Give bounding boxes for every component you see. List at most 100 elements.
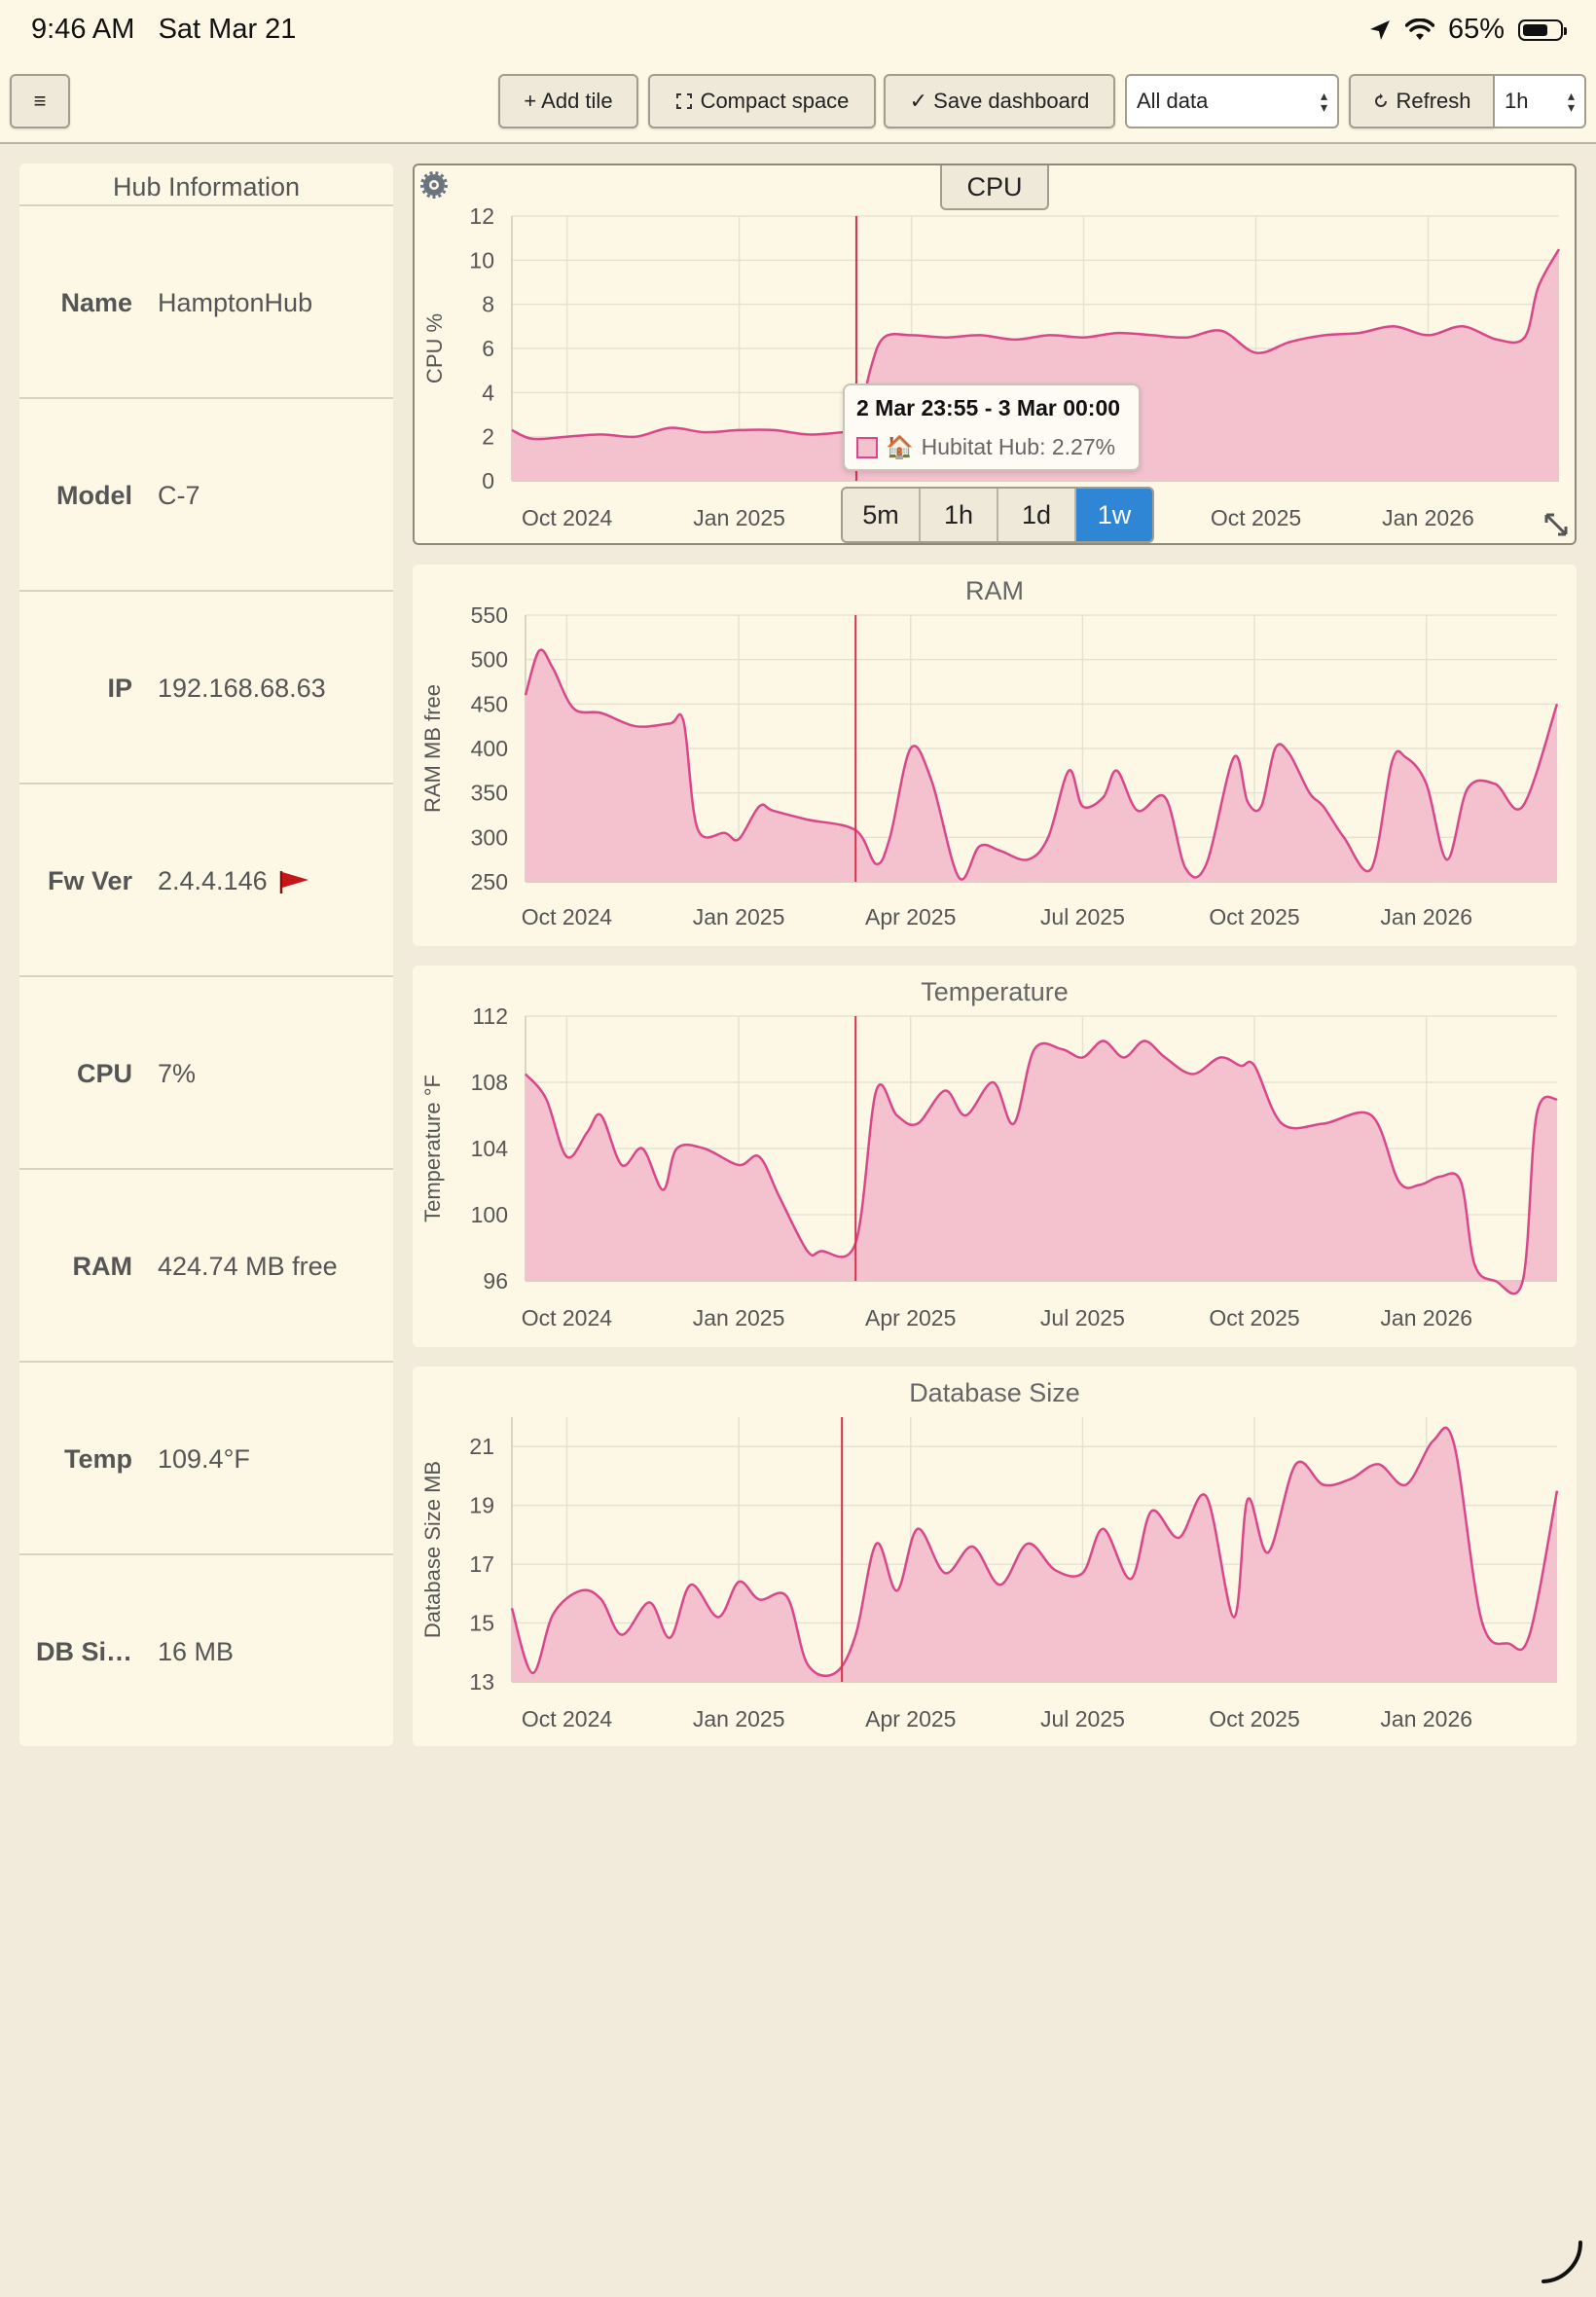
menu-button[interactable]: ≡ [10, 74, 70, 128]
x-tick-label: Jul 2025 [1040, 904, 1125, 930]
resize-handle-icon[interactable] [1543, 512, 1569, 537]
data-filter-select[interactable]: All data ▴ ▾ [1125, 74, 1339, 128]
y-tick-label: 10 [469, 247, 494, 273]
series-line[interactable] [511, 248, 1561, 441]
refresh-button[interactable]: Refresh [1349, 74, 1495, 128]
x-tick-label: Jan 2026 [1380, 904, 1472, 930]
loading-spinner-icon [1542, 2241, 1583, 2283]
range-button-1h[interactable]: 1h [921, 489, 998, 541]
x-tick-label: Oct 2024 [522, 904, 613, 930]
series-line[interactable] [510, 1426, 1559, 1677]
hub-row-value: HamptonHub [158, 288, 312, 318]
hub-row-key: CPU [76, 1059, 132, 1088]
hub-row-value: 16 MB [158, 1637, 234, 1667]
series-area [512, 249, 1559, 481]
cpu-title: CPU [966, 171, 1023, 201]
ram-chart-tile[interactable]: RAM 250 300 350 400 450 500 550 Oct 2024 Jan 202… [413, 565, 1577, 946]
y-tick-label: 4 [482, 380, 494, 405]
database-size-title: Database Size [909, 1378, 1080, 1407]
x-tick-label: Oct 2024 [522, 1305, 613, 1331]
range-label: 1w [1097, 499, 1132, 529]
hub-row-value-text: HamptonHub [158, 288, 313, 317]
toolbar: ≡ + Add tile Compact space ✓ Save dashbo… [0, 64, 1596, 144]
range-button-5m[interactable]: 5m [843, 489, 921, 541]
y-axis-label: Temperature °F [420, 1075, 445, 1222]
database-size-chart[interactable]: 13 15 17 19 21 Oct 2024 Jan 2025 Apr 2025 Jul 20… [413, 1367, 1577, 1746]
series-line[interactable] [525, 1039, 1558, 1295]
hub-row-value: 2.4.4.146 [158, 866, 310, 896]
range-label: 1d [1021, 499, 1052, 529]
tooltip-body: 🏠 Hubitat Hub: 2.27% [856, 434, 1115, 460]
y-tick-label: 100 [471, 1202, 508, 1227]
series-line[interactable] [524, 648, 1559, 881]
hub-row-key: Model [56, 481, 132, 510]
hub-row-key: DB Si… [35, 1637, 132, 1666]
hub-row-value-text: 7% [158, 1059, 197, 1088]
x-tick-label: Jan 2025 [693, 505, 785, 530]
y-tick-label: 350 [471, 781, 508, 806]
gear-icon[interactable] [420, 171, 448, 199]
compact-space-button[interactable]: Compact space [648, 74, 876, 128]
hub-row-key: Temp [63, 1444, 132, 1474]
temperature-chart-tile[interactable]: Temperature 96 100 104 108 112 Oct 2024 Jan 20… [413, 966, 1577, 1347]
hub-row-ram: RAM 424.74 MB free [19, 1170, 393, 1363]
add-tile-button[interactable]: + Add tile [498, 74, 638, 128]
hub-row-value: 7% [158, 1059, 196, 1089]
x-tick-label: Jul 2025 [1040, 1706, 1125, 1732]
battery-percent: 65% [1447, 14, 1505, 45]
range-button-1w[interactable]: 1w [1076, 489, 1152, 541]
save-dashboard-label: ✓ Save dashboard [909, 89, 1090, 113]
hub-row-value: C-7 [158, 481, 200, 511]
database-size-chart-tile[interactable]: Database Size 13 15 17 19 21 Oct 2024 Jan 2025… [413, 1367, 1577, 1746]
x-tick-label: Apr 2025 [865, 1706, 956, 1732]
hub-row-value: 192.168.68.63 [158, 674, 326, 704]
hub-row-key: Name [60, 288, 132, 317]
cpu-chart[interactable]: 0 2 4 6 8 10 12 Oct 2024 Jan 2025 Oct 2025 Jan 202… [415, 165, 1578, 547]
x-tick-label: Jan 2025 [693, 1706, 785, 1732]
cpu-chart-tile[interactable]: CPU 0 2 4 6 8 10 12 Oct 2024 Jan 2025 Oct 2025 Jan… [413, 164, 1577, 545]
y-tick-label: 250 [471, 869, 508, 894]
select-arrows-icon: ▴ ▾ [1320, 88, 1327, 115]
x-tick-label: Jan 2025 [693, 1305, 785, 1331]
refresh-label: Refresh [1396, 89, 1471, 113]
y-tick-label: 104 [471, 1136, 509, 1161]
range-selector: 5m 1h 1d 1w [841, 487, 1154, 543]
save-dashboard-button[interactable]: ✓ Save dashboard [884, 74, 1115, 128]
hub-row-value: 109.4°F [158, 1444, 250, 1475]
hub-row-value-text: 192.168.68.63 [158, 674, 326, 703]
hub-row-ip: IP 192.168.68.63 [19, 592, 393, 784]
y-tick-label: 6 [482, 336, 494, 361]
ram-chart[interactable]: 250 300 350 400 450 500 550 Oct 2024 Jan 2025 Apr… [413, 565, 1577, 946]
x-tick-label: Jan 2026 [1380, 1706, 1472, 1732]
battery-icon [1518, 18, 1567, 41]
location-icon [1369, 19, 1390, 40]
refresh-interval-select[interactable]: 1h ▴ ▾ [1493, 74, 1586, 128]
hub-row-value-text: 16 MB [158, 1637, 235, 1666]
range-button-1d[interactable]: 1d [998, 489, 1076, 541]
x-tick-label: Oct 2025 [1209, 904, 1299, 930]
wifi-icon [1404, 18, 1434, 40]
x-tick-label: Oct 2025 [1209, 1305, 1299, 1331]
y-tick-label: 450 [471, 691, 508, 716]
add-tile-label: + Add tile [524, 89, 613, 113]
hub-row-db-size: DB Si… 16 MB [19, 1555, 393, 1746]
compact-space-label: Compact space [700, 89, 850, 113]
y-tick-label: 21 [469, 1434, 494, 1459]
update-flag-icon[interactable] [277, 869, 310, 894]
chart-tooltip: 2 Mar 23:55 - 3 Mar 00:00 🏠 Hubitat Hub:… [843, 383, 1141, 471]
y-tick-label: 17 [469, 1551, 494, 1577]
hub-row-temp: Temp 109.4°F [19, 1363, 393, 1555]
select-arrows-icon: ▴ ▾ [1567, 88, 1575, 115]
hub-row-key: RAM [72, 1252, 133, 1281]
y-tick-label: 112 [472, 1003, 508, 1029]
y-tick-label: 8 [482, 292, 494, 317]
hub-row-value-text: 424.74 MB free [158, 1252, 338, 1281]
tooltip-label: Hubitat Hub: 2.27% [921, 434, 1116, 459]
y-tick-label: 96 [483, 1268, 508, 1294]
status-indicators: 65% [1368, 14, 1567, 46]
y-tick-label: 15 [469, 1611, 494, 1636]
y-tick-label: 300 [471, 824, 508, 850]
temperature-chart[interactable]: 96 100 104 108 112 Oct 2024 Jan 2025 Apr 2025 Ju… [413, 966, 1577, 1347]
ram-title: RAM [965, 576, 1024, 605]
cpu-title-button[interactable]: CPU [940, 165, 1049, 210]
